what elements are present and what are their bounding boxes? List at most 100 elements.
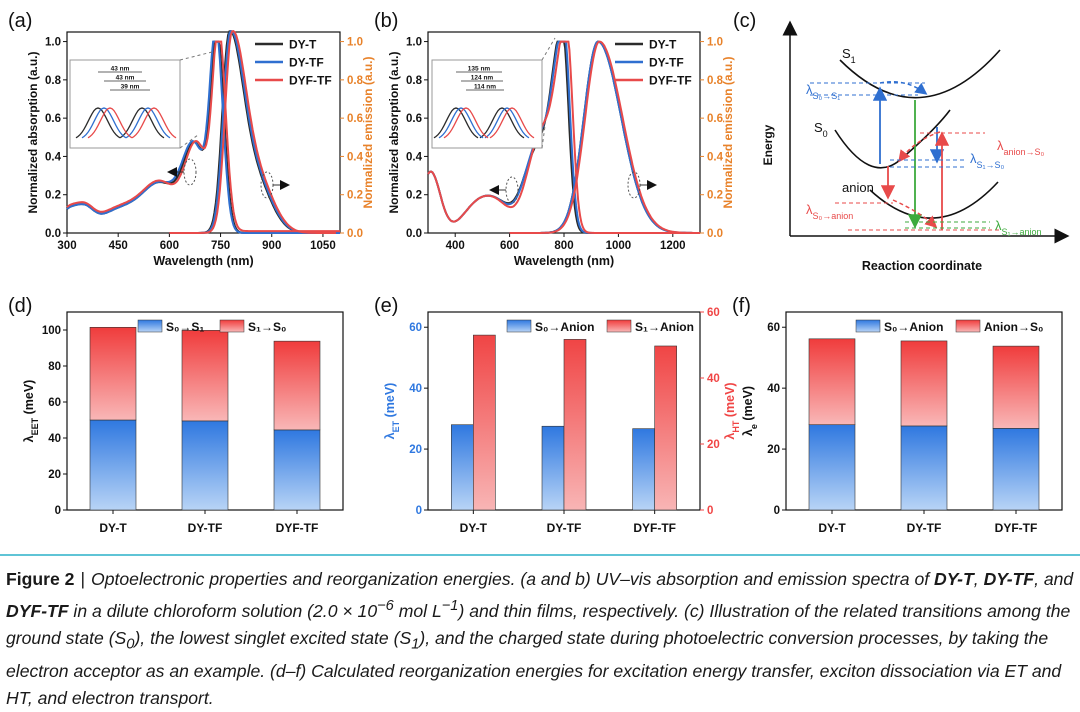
y-tick-label: 60 — [767, 322, 780, 334]
label-base: λ — [22, 435, 36, 442]
label-base: λ — [723, 433, 737, 440]
x-tick-label: 900 — [262, 240, 281, 252]
legend-label: S₀→Anion — [884, 320, 943, 334]
emission-line-DYF-TF — [509, 40, 695, 234]
label-subscript: 1 — [851, 55, 856, 65]
label-base: λ — [806, 82, 813, 97]
caption-text: ) and thin films, respectively. (c) Illu… — [6, 600, 1071, 648]
bar-S0→Anion-DYF-TF — [632, 428, 655, 511]
inset-connector — [179, 134, 199, 149]
panel-label: (e) — [374, 295, 398, 317]
label-subscript: anion→S₀ — [1004, 147, 1045, 157]
y-right-tick-label: 20 — [707, 439, 720, 451]
legend-label: DY-T — [289, 38, 317, 52]
inset-connector — [179, 51, 213, 61]
legend-label: DY-TF — [289, 56, 324, 70]
x-axis-label: Wavelength (nm) — [153, 254, 253, 268]
bar-S1→Anion-DYF-TF — [654, 345, 677, 511]
figure-caption: Figure 2 | Optoelectronic properties and r… — [6, 566, 1076, 712]
x-tick-label: DY-TF — [188, 521, 223, 535]
y-tick-label: 0.4 — [406, 151, 423, 163]
label-subscript: e — [749, 424, 759, 429]
y-axis-label: λET (meV) — [383, 383, 401, 440]
panel-label: (c) — [733, 10, 756, 32]
bar-Anion→S0-DYF-TF — [992, 345, 1040, 429]
legend-swatch — [855, 319, 881, 333]
y-tick-label: 60 — [48, 397, 61, 409]
caption-text: in a dilute chloroform solution (2.0 × 1… — [68, 600, 378, 621]
bar-S0→Anion-DY-T — [808, 424, 856, 511]
lambda-label-anion-s0: λanion→S₀ — [997, 138, 1045, 157]
bar-S1→S0-DYF-TF — [273, 340, 321, 431]
label-base: λ — [383, 432, 397, 439]
inset-peak-line — [443, 107, 489, 139]
panel-f: 0 20 40 60 DY-T DY-TF DYF-TF λe (meV) S₀→Anion An… — [732, 295, 1063, 535]
inset-connector — [541, 37, 556, 61]
y-right-tick-label: 1.0 — [347, 37, 363, 49]
lambda-label-s1-anion: λS₁→anion — [995, 218, 1042, 237]
label-subscript: EET — [30, 417, 40, 435]
y-right-axis-label: λHT (meV) — [723, 382, 741, 439]
bar-S1→S0-DY-T — [89, 326, 137, 421]
inset-peak-line — [438, 107, 484, 139]
y-tick-label: 1.0 — [45, 37, 61, 49]
y-right-tick-label: 0.0 — [707, 228, 723, 240]
inset-connector — [541, 125, 546, 149]
legend-label: DYF-TF — [649, 74, 692, 88]
y-right-tick-label: 0.4 — [347, 151, 364, 163]
legend-label: DY-TF — [649, 56, 684, 70]
label-base: λ — [970, 151, 977, 166]
legend-swatch — [137, 319, 163, 333]
inset-gap-label: 124 nm — [471, 75, 494, 82]
caption-text: ), and the charged state during photoele… — [6, 627, 1062, 709]
caption-text: mol L — [393, 600, 442, 621]
caption-text: , — [973, 569, 984, 589]
panel-label: (b) — [374, 10, 398, 32]
inset-peak-line — [75, 107, 121, 139]
lambda-label-s1-s0: λS₁→S₀ — [970, 151, 1005, 170]
legend-label: Anion→S₀ — [984, 320, 1043, 334]
axis-marker-ellipse — [505, 176, 519, 204]
inset-gap-label: 114 nm — [474, 84, 496, 91]
y-tick-label: 80 — [48, 361, 61, 373]
y-tick-label: 0.0 — [45, 228, 61, 240]
bar-S1→Anion-DY-TF — [563, 339, 587, 511]
y-tick-label: 0.4 — [45, 151, 62, 163]
y-right-tick-label: 0.6 — [707, 113, 723, 125]
y-axis-label: Normalized absorption (a.u.) — [387, 51, 401, 213]
label-base: S — [842, 46, 851, 61]
y-tick-label: 0.2 — [406, 190, 422, 202]
x-tick-label: DY-T — [99, 521, 127, 535]
label-subscript: S₁→S₀ — [977, 160, 1005, 170]
bar-S0→S1-DY-TF — [181, 420, 229, 511]
y-right-tick-label: 0.2 — [347, 190, 363, 202]
y-tick-label: 20 — [409, 444, 422, 456]
x-tick-label: 1000 — [606, 240, 632, 252]
x-tick-label: 750 — [211, 240, 230, 252]
bar-S0→Anion-DY-TF — [900, 425, 948, 511]
y-tick-label: 0.6 — [45, 113, 61, 125]
emission-line-DYF-TF — [169, 29, 336, 234]
x-tick-label: DY-T — [818, 521, 846, 535]
bar-Anion→S0-DY-T — [808, 338, 856, 426]
y-tick-label: 20 — [767, 444, 780, 456]
caption-text: ), the lowest singlet excited state (S — [134, 627, 412, 648]
y-right-tick-label: 0.6 — [347, 113, 363, 125]
bar-Anion→S0-DY-TF — [900, 340, 948, 427]
bar-S0→Anion-DY-TF — [541, 425, 565, 511]
caption-compound: DY-T — [934, 569, 974, 589]
caption-subscript: 0 — [126, 636, 135, 653]
caption-figure-label: Figure 2 — [6, 569, 75, 589]
legend-label: S₀→S₁ — [166, 320, 204, 334]
y-tick-label: 40 — [48, 433, 61, 445]
lambda-label-s0-s1: λS₀→S₁ — [806, 82, 840, 101]
label-subscript: HT — [731, 420, 741, 432]
y-tick-label: 0.8 — [45, 75, 62, 87]
state-label-anion: anion — [842, 180, 874, 195]
legend-label: S₁→Anion — [635, 320, 694, 334]
caption-exponent: −6 — [377, 598, 394, 614]
caption-text: , and — [1034, 569, 1074, 589]
absorption-line-DYF-TF — [66, 40, 340, 233]
bar-S1→Anion-DY-T — [473, 334, 496, 511]
inset-peak-line — [87, 107, 133, 139]
